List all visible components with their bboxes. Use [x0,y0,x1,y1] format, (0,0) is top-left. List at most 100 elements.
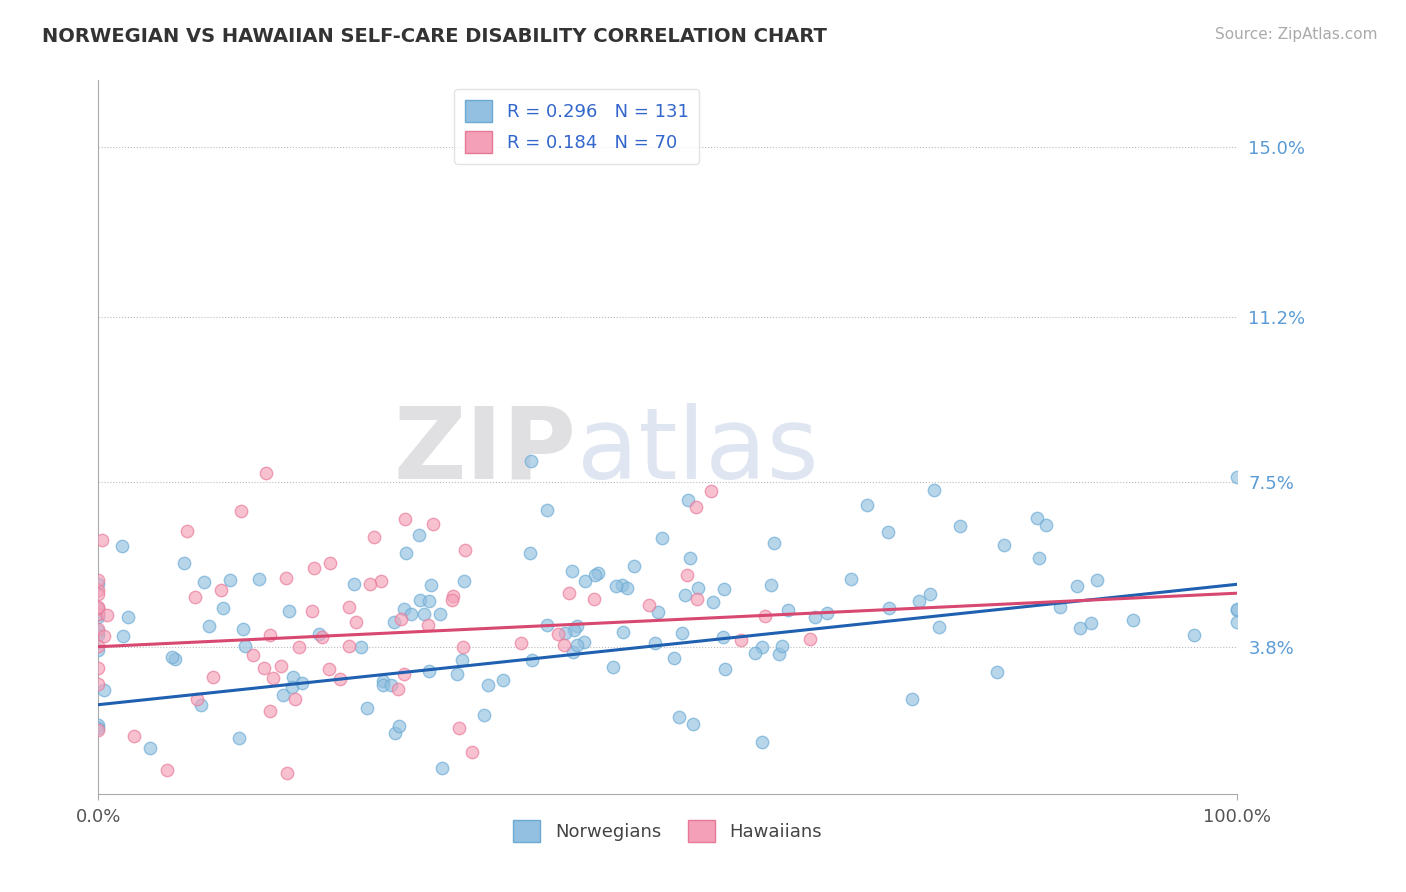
Point [389,612,412,626]
Point [451,653,474,667]
Point [616,581,638,595]
Point [278,603,301,617]
Point [554,626,576,640]
Point [446,666,468,681]
Point [651,531,673,545]
Point [87,573,110,587]
Point [751,735,773,749]
Point [637,598,659,612]
Point [401,607,423,621]
Point [612,625,634,640]
Point [1226,602,1249,616]
Point [612,577,634,591]
Point [371,677,394,691]
Point [1226,602,1249,616]
Point [87,639,110,653]
Point [183,591,205,605]
Point [87,622,110,636]
Point [744,646,766,660]
Point [920,587,942,601]
Point [281,670,304,684]
Point [87,723,110,738]
Point [122,729,145,743]
Point [714,662,737,676]
Point [165,651,187,665]
Point [91,533,114,548]
Point [87,624,110,638]
Point [193,574,215,589]
Point [190,698,212,712]
Point [329,672,352,686]
Point [1122,614,1144,628]
Point [254,466,277,480]
Point [394,511,416,525]
Point [288,640,311,654]
Legend: Norwegians, Hawaiians: Norwegians, Hawaiians [506,813,830,849]
Point [949,519,972,533]
Point [271,688,294,702]
Point [763,535,786,549]
Point [93,682,115,697]
Point [770,639,793,653]
Point [232,622,254,636]
Point [751,640,773,654]
Point [856,498,879,512]
Point [422,516,444,531]
Point [685,500,707,515]
Point [447,721,470,735]
Point [1035,518,1057,533]
Point [700,483,723,498]
Point [492,673,515,688]
Point [519,546,541,560]
Point [839,572,862,586]
Point [387,681,409,696]
Point [730,632,752,647]
Point [477,678,499,692]
Point [440,592,463,607]
Point [1085,574,1108,588]
Point [373,674,395,689]
Point [291,676,314,690]
Point [388,719,411,733]
Point [472,708,495,723]
Point [799,632,821,647]
Point [986,665,1008,679]
Point [682,716,704,731]
Point [87,677,110,691]
Text: Source: ZipAtlas.com: Source: ZipAtlas.com [1215,27,1378,42]
Point [908,594,931,608]
Point [993,538,1015,552]
Point [270,659,292,673]
Point [384,726,406,740]
Point [520,454,543,468]
Text: atlas: atlas [576,403,818,500]
Point [342,577,364,591]
Point [262,671,284,685]
Point [395,546,418,560]
Point [1025,511,1047,525]
Point [87,718,110,732]
Point [409,592,432,607]
Point [87,601,110,615]
Point [344,615,367,630]
Point [155,763,177,777]
Point [671,626,693,640]
Point [1066,579,1088,593]
Point [662,650,685,665]
Point [302,561,325,575]
Point [567,638,589,652]
Point [451,640,474,654]
Point [219,573,242,587]
Point [536,502,558,516]
Point [418,665,440,679]
Point [301,604,323,618]
Point [922,483,945,497]
Point [778,603,800,617]
Point [686,592,709,607]
Point [412,793,434,807]
Point [583,567,606,582]
Point [547,627,569,641]
Point [702,595,724,609]
Point [186,692,208,706]
Point [418,594,440,608]
